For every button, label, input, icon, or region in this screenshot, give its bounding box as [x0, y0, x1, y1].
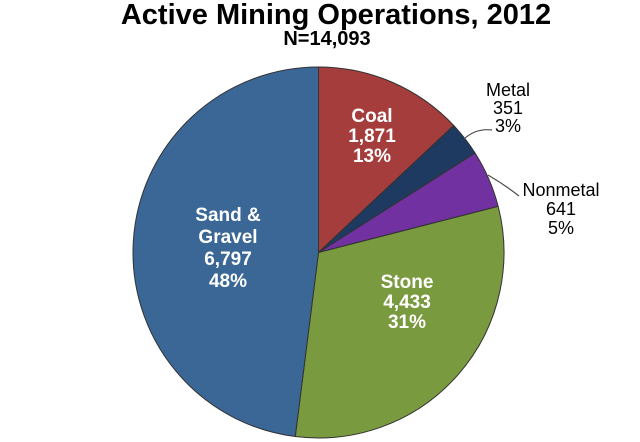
pie-slice-stone	[294, 205, 505, 439]
chart-subtitle-n-count: N=14,093	[283, 28, 371, 50]
slice-label-metal: Metal 351 3%	[486, 81, 530, 135]
slice-label-coal-percent: 13%	[352, 146, 392, 167]
slice-label-coal-name: Coal	[351, 106, 393, 127]
slice-label-coal: Coal 1,871 13%	[348, 107, 396, 167]
slice-label-stone-percent: 31%	[387, 312, 427, 333]
slice-label-coal-value: 1,871	[348, 126, 396, 147]
pie-slices-group	[132, 66, 505, 439]
slice-label-stone: Stone 4,433 31%	[381, 273, 434, 333]
slice-label-nonmetal-name: Nonmetal	[522, 180, 600, 200]
slice-label-metal-name: Metal	[485, 80, 531, 100]
slice-label-sand-gravel-value: 6,797	[204, 249, 252, 270]
chart-title: Active Mining Operations, 2012	[120, 0, 552, 31]
slice-label-nonmetal-percent: 5%	[547, 218, 575, 238]
slice-label-nonmetal-value: 641	[545, 199, 577, 219]
slice-label-sand-gravel-name: Sand &	[195, 205, 261, 226]
slice-label-sand-gravel-percent: 48%	[208, 271, 248, 292]
slice-label-stone-value: 4,433	[383, 292, 431, 313]
pie-slice-coal	[318, 66, 455, 253]
nonmetal-leader-line	[487, 174, 520, 197]
slice-label-metal-percent: 3%	[494, 116, 522, 136]
slice-label-nonmetal: Nonmetal 641 5%	[522, 181, 599, 238]
slice-label-stone-name: Stone	[380, 272, 434, 293]
slice-label-sand-gravel: Sand & Gravel 6,797 48%	[195, 205, 260, 293]
leader-lines-group	[463, 129, 520, 197]
slice-label-metal-value: 351	[492, 98, 524, 118]
pie-slice-sand-gravel	[132, 66, 319, 438]
slice-label-sand-gravel-name: Gravel	[198, 227, 258, 248]
metal-leader-line	[463, 129, 493, 140]
